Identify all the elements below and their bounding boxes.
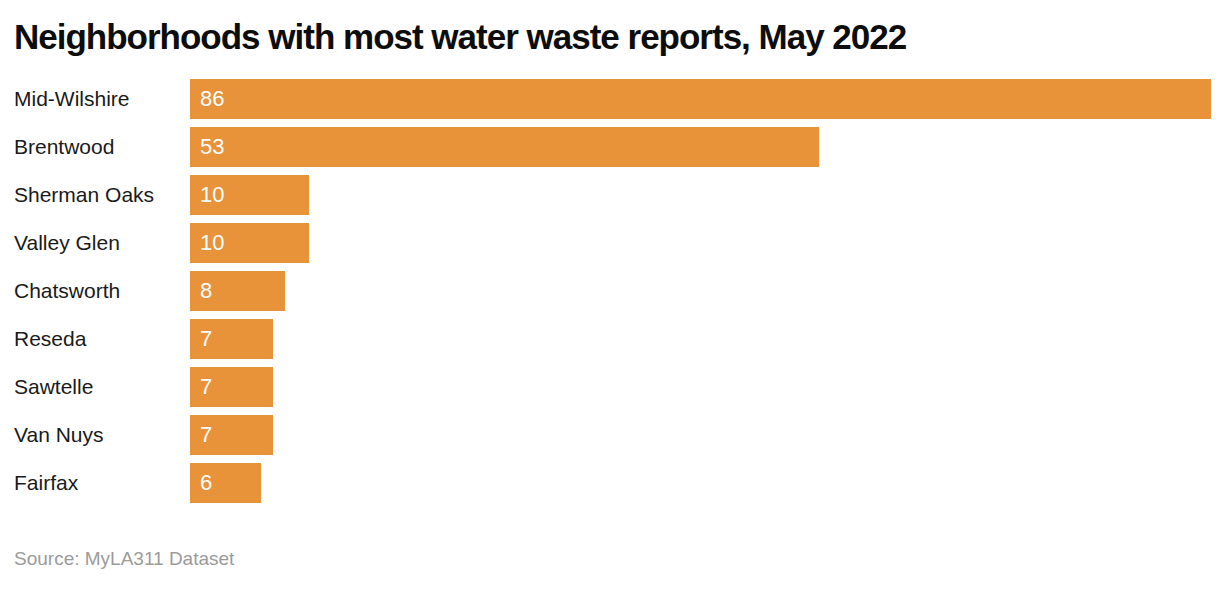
bar-row: Valley Glen10 [14, 223, 1211, 263]
bar-chart: Mid-Wilshire86Brentwood53Sherman Oaks10V… [14, 79, 1211, 503]
bar-track: 53 [190, 127, 1211, 167]
bar-row: Sawtelle7 [14, 367, 1211, 407]
bar-row: Mid-Wilshire86 [14, 79, 1211, 119]
value-label: 53 [190, 127, 224, 167]
bar-track: 7 [190, 319, 1211, 359]
bar-row: Brentwood53 [14, 127, 1211, 167]
chart-container: Neighborhoods with most water waste repo… [0, 0, 1232, 592]
bar-track: 8 [190, 271, 1211, 311]
value-label: 8 [190, 271, 212, 311]
bar: 86 [190, 79, 1211, 119]
category-label: Valley Glen [14, 223, 190, 263]
bar: 7 [190, 367, 273, 407]
bar-row: Van Nuys7 [14, 415, 1211, 455]
bar-track: 10 [190, 175, 1211, 215]
bar-row: Sherman Oaks10 [14, 175, 1211, 215]
bar-track: 7 [190, 367, 1211, 407]
bar: 7 [190, 415, 273, 455]
category-label: Sawtelle [14, 367, 190, 407]
value-label: 7 [190, 319, 212, 359]
bar: 10 [190, 175, 309, 215]
category-label: Sherman Oaks [14, 175, 190, 215]
bar-track: 86 [190, 79, 1211, 119]
value-label: 7 [190, 415, 212, 455]
bar: 53 [190, 127, 819, 167]
value-label: 7 [190, 367, 212, 407]
category-label: Van Nuys [14, 415, 190, 455]
category-label: Chatsworth [14, 271, 190, 311]
bar: 10 [190, 223, 309, 263]
value-label: 86 [190, 79, 224, 119]
value-label: 10 [190, 175, 224, 215]
bar-row: Fairfax6 [14, 463, 1211, 503]
category-label: Fairfax [14, 463, 190, 503]
value-label: 6 [190, 463, 212, 503]
category-label: Reseda [14, 319, 190, 359]
bar-track: 10 [190, 223, 1211, 263]
chart-title: Neighborhoods with most water waste repo… [14, 18, 1211, 57]
value-label: 10 [190, 223, 224, 263]
category-label: Mid-Wilshire [14, 79, 190, 119]
bar-row: Reseda7 [14, 319, 1211, 359]
source-note: Source: MyLA311 Dataset [14, 548, 234, 570]
bar-row: Chatsworth8 [14, 271, 1211, 311]
category-label: Brentwood [14, 127, 190, 167]
bar: 6 [190, 463, 261, 503]
bar-track: 6 [190, 463, 1211, 503]
bar: 7 [190, 319, 273, 359]
bar-track: 7 [190, 415, 1211, 455]
bar: 8 [190, 271, 285, 311]
